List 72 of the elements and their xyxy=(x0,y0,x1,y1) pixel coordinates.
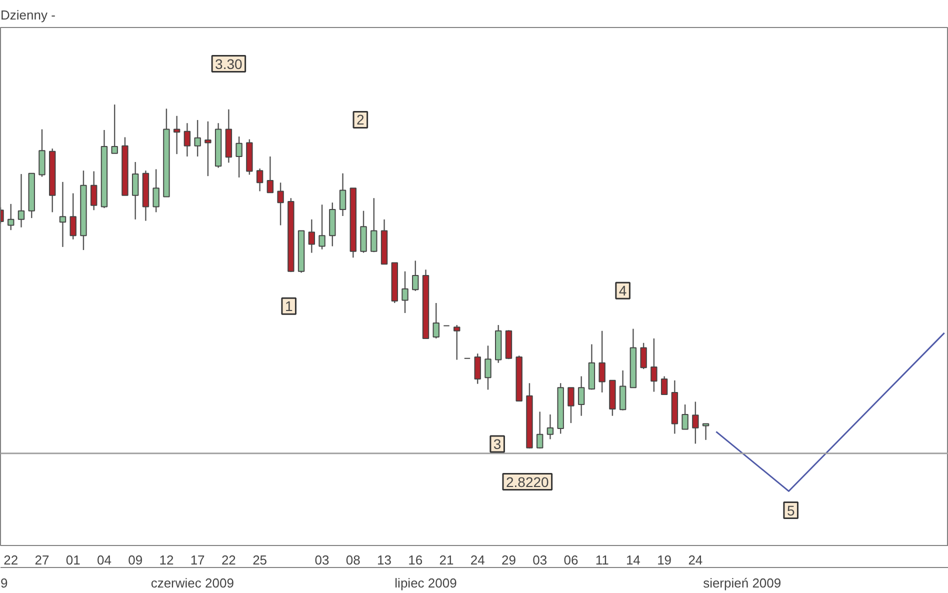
x-tick-label: 24 xyxy=(470,552,485,568)
candlestick xyxy=(598,330,606,394)
candlestick xyxy=(70,192,76,240)
annotation: 4 xyxy=(618,282,627,299)
candlestick xyxy=(536,411,544,450)
x-tick-label: 04 xyxy=(96,552,112,568)
x-tick-label: 27 xyxy=(34,552,50,568)
candlestick xyxy=(474,352,481,384)
x-tick-label: 22 xyxy=(221,552,236,568)
x-tick-label: 09 xyxy=(128,552,143,568)
candlestick xyxy=(184,122,191,158)
text: czerwiec 2009 xyxy=(150,576,234,590)
candlestick xyxy=(194,119,201,158)
text: 5 xyxy=(786,502,795,518)
candlestick xyxy=(318,204,326,250)
candlestick xyxy=(90,170,98,211)
text: 9 xyxy=(0,576,8,590)
candlestick xyxy=(236,136,242,178)
annotation: 3 xyxy=(493,436,502,452)
candlestick xyxy=(59,181,66,248)
candlestick xyxy=(8,203,14,231)
text: 3.30 xyxy=(215,56,243,72)
candlestick xyxy=(692,401,699,444)
candlestick xyxy=(484,345,492,390)
candlestick xyxy=(702,423,710,441)
candlestick xyxy=(256,168,264,192)
candlestick xyxy=(308,218,316,254)
candlestick xyxy=(432,302,440,340)
candlestick xyxy=(640,342,647,370)
x-tick-label: 08 xyxy=(346,552,360,568)
candlestick xyxy=(546,414,554,440)
x-tick-label: 03 xyxy=(314,552,330,568)
x-tick-label: 19 xyxy=(657,552,672,568)
candlestick xyxy=(578,376,585,416)
x-tick-label: 25 xyxy=(252,552,268,568)
text: lipiec 2009 xyxy=(394,576,457,590)
x-tick-label: 14 xyxy=(626,552,640,568)
candlestick xyxy=(402,270,408,314)
annotation: 1 xyxy=(284,298,293,314)
x-tick-label: 16 xyxy=(408,552,423,568)
annotation: 2 xyxy=(356,112,365,128)
candlestick xyxy=(339,172,346,217)
candlestick xyxy=(660,376,668,396)
text: sierpień 2009 xyxy=(703,576,782,590)
candlestick xyxy=(682,404,688,430)
candlestick xyxy=(173,115,180,155)
x-tick-label: 03 xyxy=(532,552,548,568)
candlestick xyxy=(18,173,25,228)
candlestick xyxy=(454,324,460,360)
x-tick-label: 29 xyxy=(502,552,516,568)
candlestick xyxy=(266,156,274,194)
x-tick-label: 13 xyxy=(377,552,392,568)
x-tick-label: 22 xyxy=(4,552,18,568)
text: 2.8220 xyxy=(506,474,550,490)
x-tick-label: 01 xyxy=(66,552,80,568)
candlestick xyxy=(650,338,658,392)
candlestick xyxy=(619,370,626,411)
candlestick xyxy=(412,260,419,292)
candlestick xyxy=(204,120,212,177)
chart-title: Dzienny - xyxy=(0,8,56,22)
x-tick-label: 24 xyxy=(688,552,703,568)
candlestick xyxy=(370,198,378,253)
x-tick-label: 21 xyxy=(439,552,454,568)
candlestick xyxy=(111,104,118,154)
x-tick-label: 11 xyxy=(595,552,609,568)
x-tick-label: 06 xyxy=(564,552,578,568)
candlestick xyxy=(568,387,574,424)
x-tick-label: 12 xyxy=(159,552,174,568)
candlestick xyxy=(152,168,160,213)
candlestick xyxy=(277,182,284,226)
x-tick-label: 17 xyxy=(190,552,205,568)
candlestick xyxy=(132,161,139,220)
